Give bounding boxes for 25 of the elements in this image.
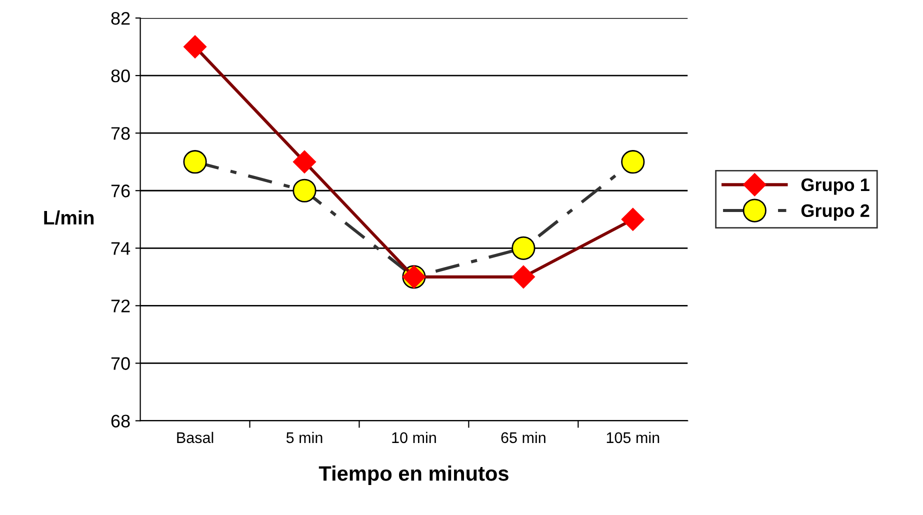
x-tick-label: Basal — [177, 432, 214, 444]
y-tick-label: 70 — [111, 357, 130, 370]
point — [512, 236, 536, 260]
legend-label: Grupo 2 — [801, 204, 870, 221]
point — [184, 35, 207, 58]
y-tick-label: 72 — [111, 300, 130, 312]
point — [293, 150, 316, 174]
point — [512, 265, 535, 288]
point — [621, 150, 645, 174]
x-tick-label: 65 min — [501, 432, 546, 444]
y-tick-label: 76 — [111, 184, 130, 198]
legend-label: Grupo 1 — [801, 178, 870, 195]
point — [183, 150, 207, 174]
x-tick-label: 5 min — [286, 432, 322, 444]
x-tick-label: 10 min — [392, 432, 436, 444]
point — [292, 178, 316, 202]
y-tick-label: 82 — [111, 12, 130, 25]
y-axis-title: L/min — [44, 210, 94, 225]
y-tick-label: 68 — [111, 414, 130, 428]
y-tick-label: 74 — [111, 242, 130, 255]
x-tick-label: 105 min — [606, 432, 660, 444]
x-axis-title: Tiempo en minutos — [318, 466, 508, 485]
y-tick-label: 78 — [111, 127, 130, 140]
point — [621, 208, 644, 231]
y-tick-label: 80 — [111, 69, 130, 82]
